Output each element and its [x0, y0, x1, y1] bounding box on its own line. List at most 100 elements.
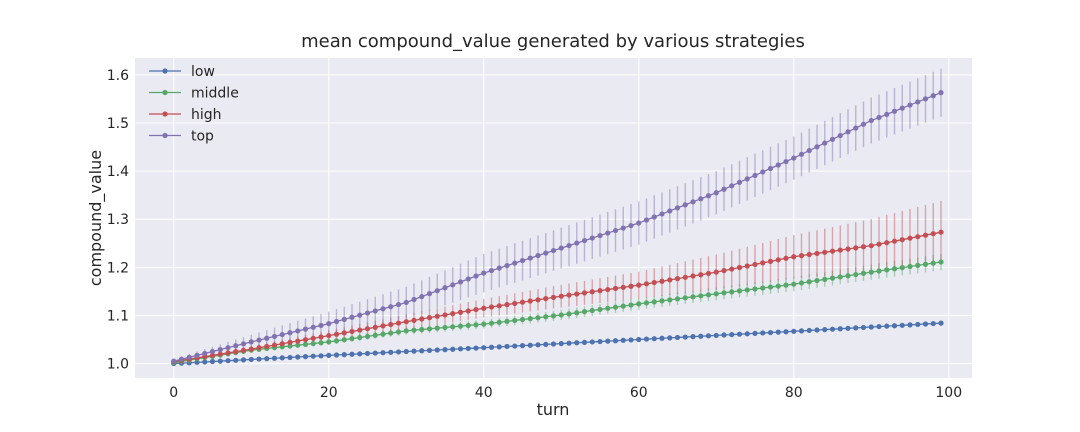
data-point	[481, 345, 487, 351]
data-point	[333, 338, 340, 344]
data-point	[806, 327, 812, 334]
data-point	[372, 332, 378, 338]
data-point	[310, 353, 316, 359]
data-point	[938, 259, 944, 265]
data-point	[465, 308, 471, 314]
data-point	[783, 329, 789, 335]
data-point	[860, 121, 867, 127]
data-point	[302, 341, 309, 347]
data-point	[256, 337, 262, 343]
data-point	[310, 335, 316, 341]
data-point	[783, 158, 789, 165]
data-point	[930, 231, 936, 237]
data-point	[643, 281, 650, 287]
y-tick-label: 1.1	[107, 308, 129, 324]
data-point	[535, 297, 541, 303]
data-point	[791, 328, 797, 334]
data-point	[527, 298, 533, 304]
data-point	[465, 322, 471, 329]
data-point	[411, 327, 417, 333]
data-point	[891, 108, 898, 114]
data-point	[837, 132, 843, 139]
data-point	[202, 359, 208, 365]
data-point	[442, 324, 448, 331]
data-point	[248, 356, 254, 363]
data-point	[837, 247, 843, 253]
data-point	[659, 298, 665, 304]
data-point	[287, 343, 293, 349]
data-point	[496, 344, 502, 350]
data-point	[845, 129, 851, 135]
data-point	[310, 340, 316, 347]
data-point	[209, 352, 216, 358]
data-point	[690, 199, 696, 205]
data-point	[481, 305, 487, 311]
data-point	[605, 230, 611, 236]
data-point	[705, 292, 712, 298]
data-point	[279, 341, 285, 347]
data-point	[589, 339, 595, 345]
data-point	[581, 339, 588, 345]
data-point	[597, 306, 603, 313]
data-point	[698, 196, 704, 202]
data-point	[620, 284, 626, 290]
data-point	[605, 305, 611, 311]
data-point	[829, 248, 836, 254]
data-point	[822, 249, 828, 255]
data-point	[271, 355, 278, 361]
data-point	[729, 266, 735, 272]
data-point	[806, 251, 812, 258]
data-point	[349, 314, 355, 320]
y-tick-label: 1.2	[107, 260, 129, 276]
data-point	[279, 355, 285, 361]
data-point	[419, 316, 425, 322]
data-point	[318, 322, 324, 329]
data-point	[527, 255, 533, 261]
data-point	[752, 286, 758, 292]
data-point	[682, 274, 688, 280]
data-point	[202, 350, 208, 357]
data-point	[217, 358, 223, 364]
data-point	[395, 329, 402, 335]
data-point	[667, 208, 673, 214]
data-point	[178, 356, 185, 362]
data-point	[891, 238, 898, 244]
legend-marker	[162, 111, 168, 117]
data-point	[225, 345, 231, 351]
series-line-top	[173, 92, 942, 362]
data-point	[752, 172, 758, 179]
data-point	[473, 345, 479, 351]
data-point	[915, 99, 921, 105]
data-point	[775, 329, 781, 335]
data-point	[326, 339, 332, 345]
x-tick-label: 100	[935, 385, 962, 401]
data-point	[550, 294, 557, 300]
data-point	[837, 326, 843, 332]
data-point	[512, 343, 518, 349]
data-point	[659, 211, 665, 217]
data-point	[806, 147, 812, 154]
data-point	[705, 333, 712, 339]
data-point	[519, 316, 526, 323]
y-tick-label: 1.6	[107, 68, 129, 84]
data-point	[457, 346, 464, 352]
data-point	[876, 268, 882, 274]
data-point	[543, 250, 549, 256]
data-point	[643, 336, 650, 342]
data-point	[442, 347, 448, 353]
data-point	[667, 277, 673, 283]
data-point	[605, 286, 611, 293]
data-point	[690, 334, 696, 340]
data-point	[566, 292, 572, 298]
data-point	[868, 117, 874, 124]
data-point	[543, 314, 549, 320]
data-point	[473, 273, 479, 279]
data-point	[326, 321, 332, 327]
data-point	[326, 352, 332, 358]
data-point	[682, 295, 688, 301]
data-point	[186, 354, 192, 360]
data-point	[721, 186, 727, 192]
data-point	[527, 342, 533, 348]
data-point	[643, 300, 650, 306]
data-point	[457, 279, 464, 285]
